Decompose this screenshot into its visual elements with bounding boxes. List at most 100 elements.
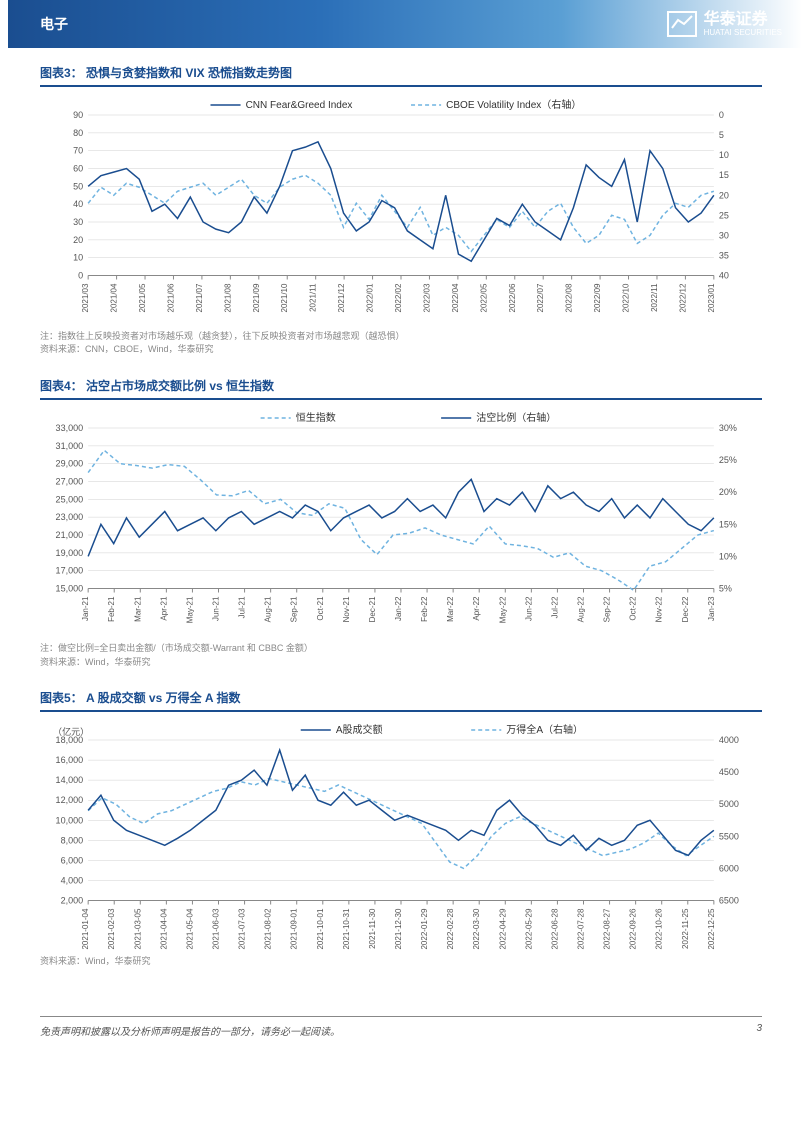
svg-text:2022-09-26: 2022-09-26 xyxy=(629,908,638,950)
svg-text:Jun-21: Jun-21 xyxy=(212,596,221,621)
chart4-notes: 注：做空比例=全日卖出金额/（市场成交额-Warrant 和 CBBC 金额） … xyxy=(40,642,762,669)
svg-text:2022-10-26: 2022-10-26 xyxy=(655,908,664,950)
svg-text:15%: 15% xyxy=(719,519,737,529)
svg-text:2022-07-28: 2022-07-28 xyxy=(576,908,585,950)
huatai-icon xyxy=(666,8,698,40)
page-number: 3 xyxy=(756,1023,762,1038)
svg-text:Dec-22: Dec-22 xyxy=(681,596,690,622)
svg-text:10: 10 xyxy=(73,253,83,263)
svg-text:6,000: 6,000 xyxy=(61,856,84,866)
svg-text:2022-01-29: 2022-01-29 xyxy=(420,908,429,950)
svg-text:2022/02: 2022/02 xyxy=(394,283,403,313)
svg-text:20%: 20% xyxy=(719,487,737,497)
chart4-note2: 资料来源：Wind，华泰研究 xyxy=(40,656,762,670)
svg-text:6000: 6000 xyxy=(719,864,739,874)
svg-text:Oct-22: Oct-22 xyxy=(629,596,638,621)
svg-text:恒生指数: 恒生指数 xyxy=(296,411,336,424)
svg-text:2021-10-31: 2021-10-31 xyxy=(342,908,351,950)
svg-text:Jan-22: Jan-22 xyxy=(394,596,403,621)
svg-text:2022/01: 2022/01 xyxy=(366,283,375,313)
svg-text:15: 15 xyxy=(719,170,729,180)
svg-text:May-22: May-22 xyxy=(498,596,507,623)
chart3-note2: 资料来源：CNN，CBOE，Wind，华泰研究 xyxy=(40,343,762,357)
svg-text:Mar-21: Mar-21 xyxy=(133,596,142,622)
svg-text:10: 10 xyxy=(719,150,729,160)
svg-text:2021/11: 2021/11 xyxy=(309,283,318,312)
svg-text:6500: 6500 xyxy=(719,896,739,906)
page-footer: 免责声明和披露以及分析师声明是报告的一部分，请务必一起阅读。 3 xyxy=(0,1023,802,1052)
svg-text:万得全A（右轴）: 万得全A（右轴） xyxy=(506,723,583,736)
svg-text:25,000: 25,000 xyxy=(56,494,84,504)
svg-text:Jun-22: Jun-22 xyxy=(524,596,533,621)
svg-text:25: 25 xyxy=(719,210,729,220)
svg-text:17,000: 17,000 xyxy=(56,565,84,575)
svg-text:Apr-21: Apr-21 xyxy=(159,596,168,621)
svg-text:0: 0 xyxy=(719,110,724,120)
svg-text:15,000: 15,000 xyxy=(56,583,84,593)
disclaimer-text: 免责声明和披露以及分析师声明是报告的一部分，请务必一起阅读。 xyxy=(40,1023,340,1038)
svg-text:Sep-21: Sep-21 xyxy=(290,596,299,622)
svg-text:60: 60 xyxy=(73,164,83,174)
svg-text:14,000: 14,000 xyxy=(56,775,84,785)
svg-text:2022/03: 2022/03 xyxy=(422,283,431,313)
svg-text:0: 0 xyxy=(78,270,83,280)
svg-text:19,000: 19,000 xyxy=(56,547,84,557)
svg-text:Feb-22: Feb-22 xyxy=(420,596,429,622)
svg-text:2022/10: 2022/10 xyxy=(622,283,631,313)
svg-text:（亿元）: （亿元） xyxy=(53,726,89,737)
svg-text:Sep-22: Sep-22 xyxy=(603,596,612,622)
svg-text:2022/12: 2022/12 xyxy=(678,283,687,313)
svg-text:Mar-22: Mar-22 xyxy=(446,596,455,622)
svg-text:2021-01-04: 2021-01-04 xyxy=(81,908,90,950)
chart5-note2: 资料来源：Wind，华泰研究 xyxy=(40,955,762,969)
svg-text:2021-05-04: 2021-05-04 xyxy=(185,908,194,950)
svg-text:Feb-21: Feb-21 xyxy=(107,596,116,622)
svg-text:2022/09: 2022/09 xyxy=(593,283,602,313)
footer-divider xyxy=(40,1016,762,1017)
svg-text:25%: 25% xyxy=(719,455,737,465)
svg-text:Oct-21: Oct-21 xyxy=(316,596,325,621)
svg-text:2023/01: 2023/01 xyxy=(707,283,716,313)
svg-text:Jan-23: Jan-23 xyxy=(707,596,716,621)
svg-text:10%: 10% xyxy=(719,551,737,561)
svg-text:沽空比例（右轴）: 沽空比例（右轴） xyxy=(476,411,556,424)
svg-text:2021-12-30: 2021-12-30 xyxy=(394,908,403,950)
svg-text:30: 30 xyxy=(719,230,729,240)
svg-text:40: 40 xyxy=(719,270,729,280)
svg-text:Nov-22: Nov-22 xyxy=(655,596,664,622)
chart3-svg: 010203040506070809005101520253035402021/… xyxy=(40,95,762,326)
svg-text:2021-07-03: 2021-07-03 xyxy=(238,908,247,950)
svg-text:2021/12: 2021/12 xyxy=(337,283,346,313)
svg-text:2022/04: 2022/04 xyxy=(451,283,460,313)
svg-text:2021/04: 2021/04 xyxy=(110,283,119,313)
svg-text:20: 20 xyxy=(73,235,83,245)
svg-text:2021/03: 2021/03 xyxy=(81,283,90,313)
brand-logo: 华泰证券 HUATAI SECURITIES xyxy=(666,8,782,40)
svg-text:30: 30 xyxy=(73,217,83,227)
svg-text:12,000: 12,000 xyxy=(56,795,84,805)
svg-text:2022-02-28: 2022-02-28 xyxy=(446,908,455,950)
svg-text:2022-03-30: 2022-03-30 xyxy=(472,908,481,950)
svg-text:16,000: 16,000 xyxy=(56,755,84,765)
svg-text:21,000: 21,000 xyxy=(56,530,84,540)
svg-text:2022/11: 2022/11 xyxy=(650,283,659,312)
svg-text:40: 40 xyxy=(73,199,83,209)
brand-subtitle: HUATAI SECURITIES xyxy=(704,29,782,37)
svg-text:2021-02-03: 2021-02-03 xyxy=(107,908,116,950)
svg-text:4500: 4500 xyxy=(719,767,739,777)
svg-text:29,000: 29,000 xyxy=(56,458,84,468)
svg-text:2021/08: 2021/08 xyxy=(223,283,232,313)
svg-text:30%: 30% xyxy=(719,423,737,433)
svg-text:2021-10-01: 2021-10-01 xyxy=(316,908,325,950)
svg-text:Jul-21: Jul-21 xyxy=(238,596,247,618)
svg-text:2021-04-04: 2021-04-04 xyxy=(159,908,168,950)
chart5-svg: 2,0004,0006,0008,00010,00012,00014,00016… xyxy=(40,720,762,951)
svg-text:2022/07: 2022/07 xyxy=(536,283,545,313)
chart3-note1: 注：指数往上反映投资者对市场越乐观（越贪婪），往下反映投资者对市场越悲观（越恐惧… xyxy=(40,330,762,344)
svg-text:8,000: 8,000 xyxy=(61,836,84,846)
svg-text:2022-08-27: 2022-08-27 xyxy=(603,908,612,950)
svg-text:2022-11-25: 2022-11-25 xyxy=(681,908,690,949)
svg-text:2021-09-01: 2021-09-01 xyxy=(290,908,299,950)
svg-text:Aug-22: Aug-22 xyxy=(576,596,585,622)
svg-text:4,000: 4,000 xyxy=(61,876,84,886)
